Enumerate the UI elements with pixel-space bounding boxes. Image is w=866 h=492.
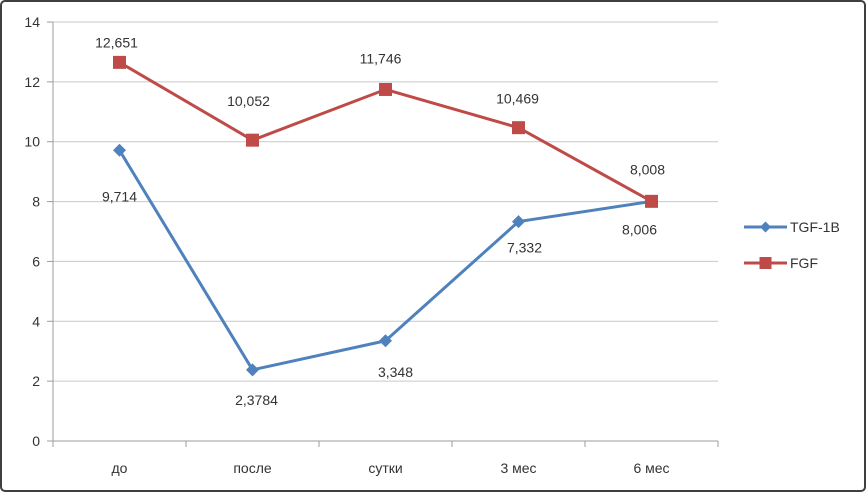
data-label-tgf-1b: 9,714 xyxy=(102,188,137,204)
marker-tgf-1b xyxy=(246,363,259,377)
y-tick-label: 0 xyxy=(32,433,40,449)
marker-fgf xyxy=(246,133,259,147)
data-label-tgf-1b: 7,332 xyxy=(507,240,542,256)
y-tick-label: 4 xyxy=(32,313,40,329)
y-tick-label: 14 xyxy=(24,14,40,30)
legend-marker-tgf-1b xyxy=(760,221,771,233)
y-tick-label: 2 xyxy=(32,373,40,389)
data-label-fgf: 11,746 xyxy=(360,50,402,66)
data-label-fgf: 10,052 xyxy=(227,93,270,109)
legend-label-tgf-1b: TGF-1B xyxy=(790,219,840,235)
x-category-label: после xyxy=(233,460,272,476)
marker-fgf xyxy=(113,55,126,69)
x-category-label: сутки xyxy=(368,460,402,476)
data-label-fgf: 8,008 xyxy=(630,161,665,177)
y-tick-label: 10 xyxy=(24,134,40,150)
y-tick-label: 8 xyxy=(32,194,40,210)
marker-fgf xyxy=(379,82,392,96)
legend-label-fgf: FGF xyxy=(790,255,818,271)
marker-fgf xyxy=(512,121,525,135)
data-label-fgf: 10,469 xyxy=(496,91,539,107)
marker-tgf-1b xyxy=(512,215,525,229)
data-label-fgf: 12,651 xyxy=(95,34,138,50)
x-category-label: до xyxy=(112,460,128,476)
data-label-tgf-1b: 8,006 xyxy=(622,221,657,237)
marker-tgf-1b xyxy=(113,143,126,157)
legend-marker-fgf xyxy=(759,257,772,269)
y-tick-label: 6 xyxy=(32,253,40,269)
marker-fgf xyxy=(645,194,658,208)
x-category-label: 6 мес xyxy=(633,460,669,476)
marker-tgf-1b xyxy=(379,334,392,348)
data-label-tgf-1b: 3,348 xyxy=(378,364,413,380)
data-label-tgf-1b: 2,3784 xyxy=(235,392,278,408)
y-tick-label: 12 xyxy=(24,74,40,90)
x-category-label: 3 мес xyxy=(500,460,536,476)
